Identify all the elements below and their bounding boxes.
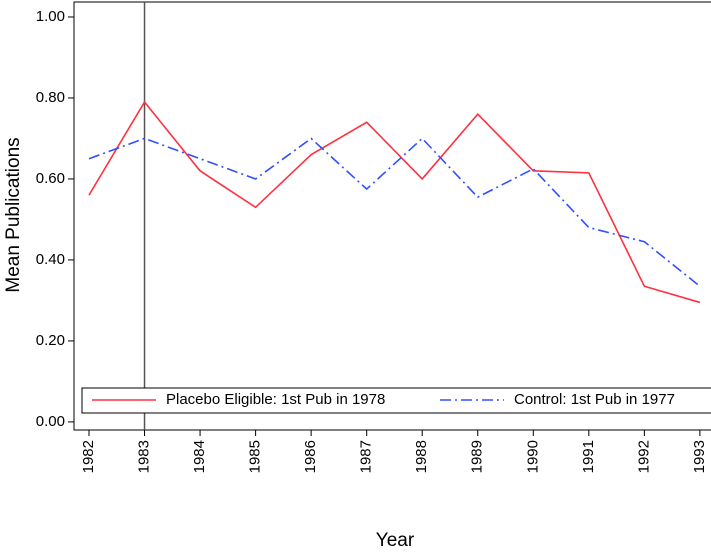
y-tick-label: 0.80 [36,89,65,106]
x-tick-label: 1982 [80,440,97,473]
x-tick-label: 1992 [635,440,652,473]
y-tick-label: 0.40 [36,251,65,268]
x-tick-label: 1988 [413,440,430,473]
y-tick-label: 0.20 [36,332,65,349]
y-axis-label: Mean Publications [3,137,24,292]
x-tick-label: 1989 [469,440,486,473]
series-line [88,100,701,304]
x-tick-label: 1993 [691,440,708,473]
x-axis-label: Year [376,530,415,551]
x-tick-label: 1984 [191,440,208,473]
y-tick-label: 0.60 [36,170,65,187]
plot-frame [73,1,711,431]
x-tick-label: 1986 [302,440,319,473]
y-tick-label: 1.00 [36,8,65,25]
legend-label: Placebo Eligible: 1st Pub in 1978 [166,391,385,408]
x-tick-label: 1991 [580,440,597,473]
x-tick-label: 1987 [358,440,375,473]
legend-box [81,387,711,414]
x-tick-label: 1983 [135,440,152,473]
y-tick-label: 0.00 [36,413,65,430]
x-tick-label: 1990 [524,440,541,473]
series-line [88,137,701,287]
legend-label: Control: 1st Pub in 1977 [514,391,675,408]
x-tick-label: 1985 [247,440,264,473]
